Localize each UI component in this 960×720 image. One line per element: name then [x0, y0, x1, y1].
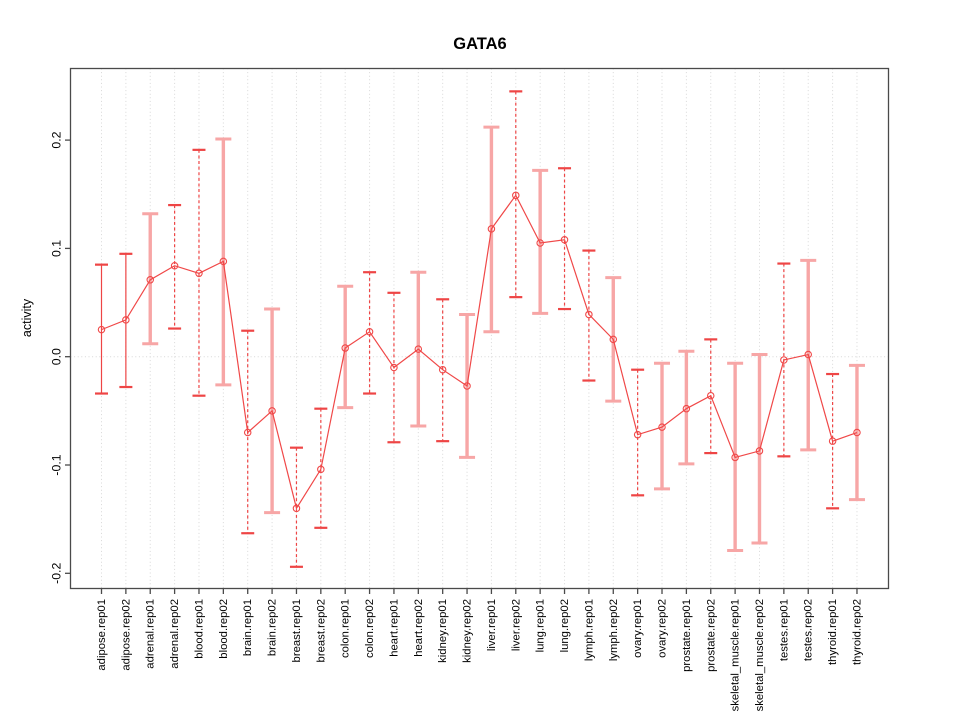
x-tick-label: colon.rep02: [364, 599, 376, 658]
x-tick-label: kidney.rep01: [437, 599, 449, 663]
x-tick-label: prostate.rep02: [705, 599, 717, 672]
x-tick-label: lymph.rep01: [583, 599, 595, 661]
plot-box: [69, 67, 890, 590]
chart-title: GATA6: [453, 35, 507, 53]
data-point: [317, 465, 325, 474]
x-tick-label: blood.rep02: [218, 599, 230, 659]
x-tick-label: adrenal.rep01: [145, 599, 157, 669]
y-tick-label: 0.0: [50, 348, 64, 365]
x-tick-label: colon.rep01: [340, 599, 352, 658]
y-tick-label: 0.2: [50, 131, 64, 148]
data-point: [414, 345, 423, 353]
data-point: [292, 504, 301, 513]
y-tick-label: 0.1: [50, 240, 64, 257]
data-point: [682, 404, 691, 413]
x-tick-label: testes.rep02: [803, 599, 815, 661]
x-tick-label: thyroid.rep01: [827, 599, 839, 665]
data-point: [560, 235, 569, 244]
x-tick-label: lymph.rep02: [608, 599, 620, 661]
data-point: [268, 407, 276, 415]
x-tick-label: breast.rep02: [315, 599, 327, 662]
x-tick-label: prostate.rep01: [681, 599, 693, 672]
y-tick-label: -0.1: [50, 454, 64, 475]
data-point: [195, 269, 203, 278]
data-point: [341, 344, 349, 352]
x-tick-label: blood.rep01: [193, 599, 205, 659]
data-point: [536, 239, 544, 247]
data-point: [463, 382, 471, 390]
x-tick-label: skeletal_muscle.rep01: [730, 599, 742, 711]
x-tick-label: liver.rep02: [510, 599, 522, 651]
data-point: [609, 335, 618, 344]
x-tick-label: thyroid.rep02: [851, 599, 863, 665]
data-point: [585, 310, 593, 319]
x-tick-label: brain.rep01: [242, 599, 254, 656]
series-line: [101, 194, 858, 510]
y-tick-label: -0.2: [50, 563, 64, 584]
data-point: [390, 363, 398, 372]
data-point: [487, 225, 496, 233]
data-point: [512, 191, 520, 200]
data-point: [633, 430, 642, 439]
x-tick-label: lung.rep01: [535, 599, 547, 652]
data-point: [243, 428, 252, 437]
data-point: [706, 391, 715, 400]
data-point: [146, 276, 154, 284]
x-tick-label: liver.rep01: [486, 599, 498, 651]
x-tick-label: skeletal_muscle.rep02: [754, 599, 766, 711]
data-point: [365, 328, 374, 336]
x-tick-label: lung.rep02: [559, 599, 571, 652]
x-tick-label: brain.rep02: [267, 599, 279, 656]
x-tick-label: ovary.rep01: [632, 599, 644, 658]
x-tick-label: testes.rep01: [778, 599, 790, 661]
data-point: [755, 447, 764, 455]
data-point: [804, 350, 812, 359]
x-tick-label: kidney.rep02: [462, 599, 474, 663]
x-tick-label: breast.rep01: [291, 599, 303, 662]
data-point: [828, 437, 837, 445]
data-point: [731, 453, 739, 462]
x-tick-label: heart.rep01: [388, 599, 400, 657]
x-tick-label: adipose.rep02: [120, 599, 132, 671]
x-tick-label: ovary.rep02: [657, 599, 669, 658]
data-point: [780, 356, 788, 364]
data-point: [853, 428, 861, 437]
data-point: [122, 316, 130, 324]
data-point: [170, 261, 179, 270]
data-point: [219, 257, 228, 266]
data-point: [97, 325, 106, 334]
data-point: [438, 365, 447, 374]
x-tick-label: adipose.rep01: [96, 599, 108, 671]
data-point: [658, 423, 666, 431]
x-tick-label: heart.rep02: [413, 599, 425, 657]
x-tick-label: adrenal.rep02: [169, 599, 181, 669]
